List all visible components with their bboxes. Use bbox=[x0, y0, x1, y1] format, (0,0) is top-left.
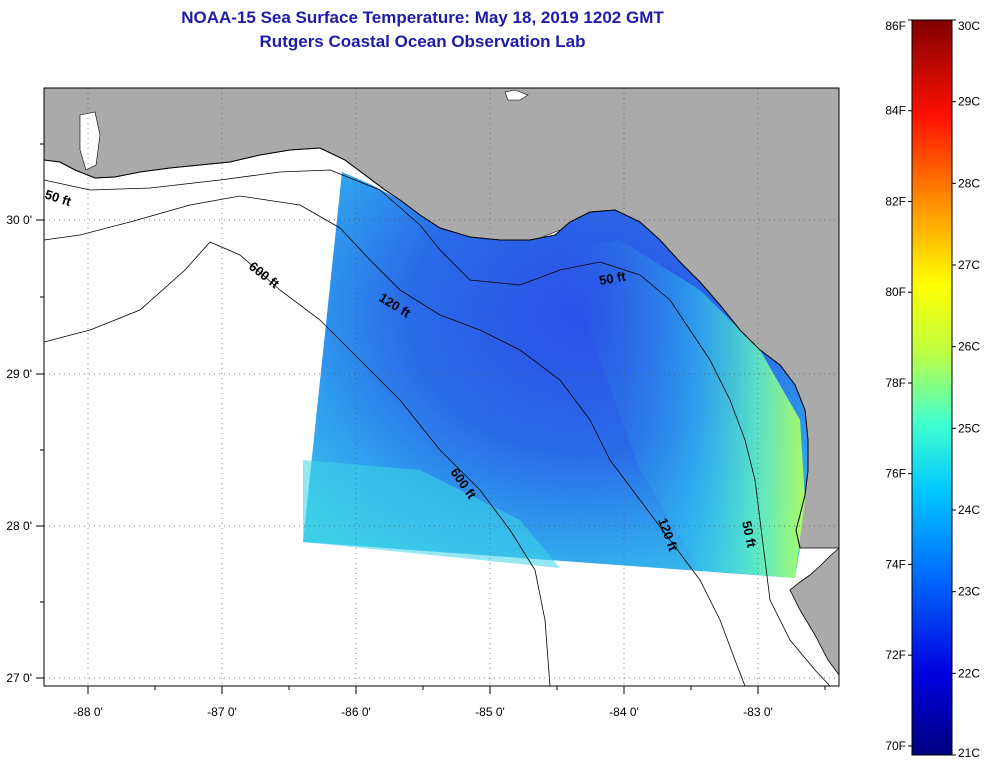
colorbar-fahrenheit-label: 82F bbox=[885, 194, 906, 208]
colorbar-celsius-label: 26C bbox=[958, 340, 980, 354]
colorbar-celsius-label: 30C bbox=[958, 19, 980, 33]
contour-50ft bbox=[44, 169, 831, 686]
lat-label-29: 29 0' bbox=[6, 367, 32, 381]
map-border bbox=[43, 87, 840, 687]
lat-label-30: 30 0' bbox=[6, 213, 32, 227]
colorbar-celsius-label: 21C bbox=[958, 746, 980, 760]
colorbar-celsius-label: 23C bbox=[958, 585, 980, 599]
lon-label-85: -85 0' bbox=[475, 705, 505, 719]
contour-label-50-south: 50 ft bbox=[739, 520, 759, 550]
colorbar-celsius-label: 24C bbox=[958, 503, 980, 517]
lon-label-88: -88 0' bbox=[73, 705, 103, 719]
lat-label-28: 28 0' bbox=[6, 519, 32, 533]
colorbar-celsius-label: 22C bbox=[958, 666, 980, 680]
lon-label-86: -86 0' bbox=[341, 705, 371, 719]
colorbar-fahrenheit-label: 80F bbox=[885, 285, 906, 299]
lon-label-87: -87 0' bbox=[207, 705, 237, 719]
tick-marks bbox=[36, 143, 826, 694]
colorbar-fahrenheit-label: 86F bbox=[885, 19, 906, 33]
contour-label-50-east: 50 ft bbox=[598, 268, 628, 288]
colorbar-fahrenheit-label: 84F bbox=[885, 104, 906, 118]
contour-120ft bbox=[44, 195, 746, 686]
colorbar-fahrenheit-label: 78F bbox=[885, 376, 906, 390]
colorbar bbox=[911, 19, 953, 756]
map-title: NOAA-15 Sea Surface Temperature: May 18,… bbox=[181, 8, 664, 27]
colorbar-celsius-label: 27C bbox=[958, 258, 980, 272]
colorbar-fahrenheit-label: 76F bbox=[885, 467, 906, 481]
map-subtitle: Rutgers Coastal Ocean Observation Lab bbox=[259, 32, 586, 51]
colorbar-celsius-label: 25C bbox=[958, 421, 980, 435]
colorbar-celsius-label: 29C bbox=[958, 95, 980, 109]
colorbar-celsius-label: 28C bbox=[958, 176, 980, 190]
colorbar-fahrenheit-label: 72F bbox=[885, 648, 906, 662]
contour-600ft bbox=[44, 241, 551, 686]
colorbar-fahrenheit-label: 70F bbox=[885, 739, 906, 753]
colorbar-fahrenheit-label: 74F bbox=[885, 557, 906, 571]
lat-label-27: 27 0' bbox=[6, 671, 32, 685]
colorbar-ticks bbox=[908, 19, 956, 756]
lon-label-83: -83 0' bbox=[743, 705, 773, 719]
lon-label-84: -84 0' bbox=[609, 705, 639, 719]
